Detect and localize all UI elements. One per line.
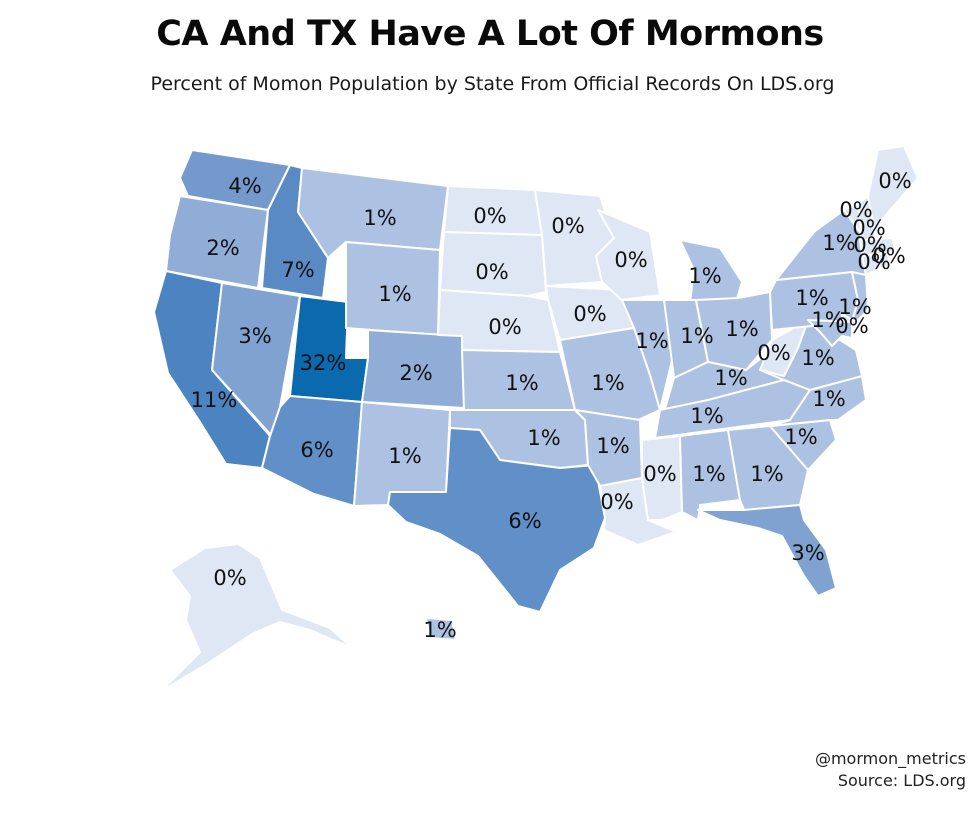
state-tx	[387, 427, 606, 613]
state-label-va: 1%	[801, 346, 834, 370]
state-label-ne: 0%	[488, 315, 521, 339]
map-title: CA And TX Have A Lot Of Mormons	[156, 14, 824, 54]
state-label-az: 6%	[300, 438, 333, 462]
state-label-hi: 1%	[423, 618, 456, 642]
state-label-il: 1%	[635, 329, 668, 353]
state-ri	[877, 253, 891, 269]
state-label-id: 7%	[281, 258, 314, 282]
state-sd	[439, 231, 547, 297]
state-label-nv: 3%	[238, 324, 271, 348]
state-label-or: 2%	[206, 236, 239, 260]
state-label-nm: 1%	[388, 444, 421, 468]
credits: @mormon_metrics Source: LDS.org	[815, 748, 966, 792]
state-or	[165, 195, 269, 289]
state-fl	[697, 504, 837, 597]
state-label-de: 0%	[835, 314, 868, 338]
state-label-wa: 4%	[228, 174, 261, 198]
state-label-ak: 0%	[213, 566, 246, 590]
state-label-mi: 1%	[688, 264, 721, 288]
state-ak	[159, 543, 353, 693]
state-label-ri: 0%	[872, 244, 905, 268]
state-md	[807, 319, 853, 347]
state-label-ok: 1%	[527, 426, 560, 450]
map-subtitle: Percent of Momon Population by State Fro…	[150, 73, 835, 95]
state-label-la: 0%	[600, 490, 633, 514]
state-label-me: 0%	[878, 169, 911, 193]
state-label-sd: 0%	[475, 260, 508, 284]
state-labels: 4%2%11%7%3%32%6%1%1%2%1%0%0%0%1%1%6%0%0%…	[191, 169, 912, 642]
state-hi	[425, 617, 457, 641]
state-label-ny: 1%	[822, 231, 855, 255]
state-label-ks: 1%	[505, 371, 538, 395]
state-label-vt: 0%	[839, 198, 872, 222]
state-label-tn: 1%	[690, 404, 723, 428]
state-label-fl: 3%	[791, 541, 824, 565]
state-label-ky: 1%	[714, 366, 747, 390]
state-label-wi: 0%	[614, 248, 647, 272]
state-shapes	[153, 145, 919, 693]
state-label-nc: 1%	[812, 387, 845, 411]
state-label-ia: 0%	[573, 302, 606, 326]
state-label-ca: 11%	[191, 388, 238, 412]
state-label-mn: 0%	[551, 214, 584, 238]
state-label-al: 1%	[692, 462, 725, 486]
state-label-in: 1%	[680, 324, 713, 348]
state-label-oh: 1%	[725, 317, 758, 341]
state-label-md: 1%	[811, 308, 844, 332]
source-note: Source: LDS.org	[837, 771, 966, 790]
state-label-nj: 1%	[838, 295, 871, 319]
state-label-mt: 1%	[363, 206, 396, 230]
state-label-ma: 0%	[857, 250, 890, 274]
state-label-wy: 1%	[378, 282, 411, 306]
state-label-wv: 0%	[757, 341, 790, 365]
state-label-ct: 0%	[853, 233, 886, 257]
state-ma	[859, 237, 897, 257]
state-label-tx: 6%	[508, 509, 541, 533]
state-label-nh: 0%	[852, 216, 885, 240]
state-label-sc: 1%	[784, 425, 817, 449]
author-handle: @mormon_metrics	[814, 749, 966, 768]
state-label-ut: 32%	[300, 351, 347, 375]
state-label-pa: 1%	[795, 286, 828, 310]
state-label-co: 2%	[399, 361, 432, 385]
state-label-mo: 1%	[591, 371, 624, 395]
state-label-ar: 1%	[596, 434, 629, 458]
state-label-nd: 0%	[473, 204, 506, 228]
state-label-ga: 1%	[750, 462, 783, 486]
state-label-ms: 0%	[643, 462, 676, 486]
state-wi	[595, 209, 661, 301]
